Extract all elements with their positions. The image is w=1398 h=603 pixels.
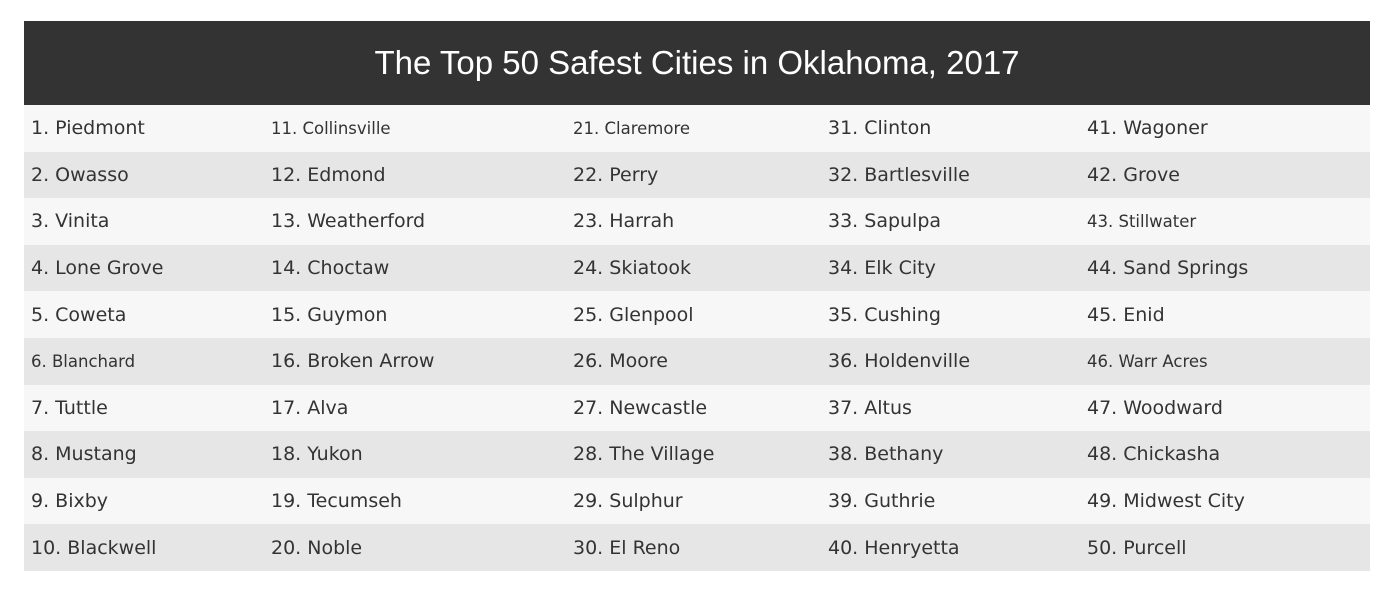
- city-cell: 19. Tecumseh: [271, 490, 402, 513]
- city-cell: 43. Stillwater: [1087, 211, 1197, 231]
- city-cell: 23. Harrah: [573, 210, 675, 233]
- city-cell: 9. Bixby: [31, 490, 109, 513]
- city-cell: 12. Edmond: [271, 163, 386, 186]
- table-card: The Top 50 Safest Cities in Oklahoma, 20…: [24, 21, 1370, 571]
- city-cell: 32. Bartlesville: [828, 163, 970, 186]
- cities-table: 1. Piedmont 11. Collinsville 21. Claremore…: [24, 105, 1370, 571]
- city-cell: 41. Wagoner: [1087, 117, 1208, 140]
- city-cell: 34. Elk City: [828, 257, 936, 280]
- table-row: 8. Mustang 18. Yukon 28. The Village 38. Be…: [24, 431, 1370, 478]
- table-row: 6. Blanchard 16. Broken Arrow 26. Moore 36.…: [24, 337, 1370, 385]
- city-cell: 8. Mustang: [31, 443, 137, 466]
- city-cell: 28. The Village: [573, 443, 715, 466]
- table-row: 7. Tuttle 17. Alva 27. Newcastle 37. Altus 4…: [24, 384, 1370, 432]
- city-cell: 13. Weatherford: [271, 210, 426, 233]
- city-cell: 3. Vinita: [31, 210, 110, 233]
- city-cell: 37. Altus: [828, 396, 912, 419]
- table-body: 1. Piedmont 11. Collinsville 21. Claremore…: [24, 105, 1370, 571]
- city-cell: 45. Enid: [1087, 303, 1165, 326]
- city-cell: 2. Owasso: [31, 163, 129, 186]
- table-title: The Top 50 Safest Cities in Oklahoma, 20…: [24, 21, 1370, 105]
- city-cell: 33. Sapulpa: [828, 210, 942, 233]
- city-cell: 50. Purcell: [1087, 536, 1187, 559]
- city-cell: 36. Holdenville: [828, 350, 971, 373]
- city-cell: 44. Sand Springs: [1087, 257, 1249, 280]
- city-cell: 27. Newcastle: [573, 396, 708, 419]
- table-row: 3. Vinita 13. Weatherford 23. Harrah 33. Sa…: [24, 198, 1370, 245]
- city-cell: 38. Bethany: [828, 443, 944, 466]
- city-cell: 10. Blackwell: [31, 536, 157, 559]
- city-cell: 39. Guthrie: [828, 490, 936, 513]
- city-cell: 40. Henryetta: [828, 536, 960, 559]
- city-cell: 48. Chickasha: [1087, 443, 1221, 466]
- city-cell: 26. Moore: [573, 350, 668, 373]
- city-cell: 4. Lone Grove: [31, 257, 164, 280]
- table-row: 2. Owasso 12. Edmond 22. Perry 32. Bartlesv…: [24, 151, 1370, 199]
- city-cell: 49. Midwest City: [1087, 490, 1245, 513]
- city-cell: 29. Sulphur: [573, 490, 683, 513]
- table-row: 9. Bixby 19. Tecumseh 29. Sulphur 39. Guthr…: [24, 477, 1370, 525]
- city-cell: 14. Choctaw: [271, 257, 390, 280]
- city-cell: 21. Claremore: [573, 118, 691, 138]
- city-cell: 20. Noble: [271, 536, 363, 559]
- city-cell: 5. Coweta: [31, 303, 127, 326]
- city-cell: 15. Guymon: [271, 303, 388, 326]
- city-cell: 47. Woodward: [1087, 396, 1223, 419]
- city-cell: 25. Glenpool: [573, 303, 694, 326]
- city-cell: 35. Cushing: [828, 303, 941, 326]
- city-cell: 30. El Reno: [573, 536, 681, 559]
- city-cell: 22. Perry: [573, 163, 659, 186]
- table-row: 5. Coweta 15. Guymon 25. Glenpool 35. Cushi…: [24, 291, 1370, 338]
- city-cell: 16. Broken Arrow: [271, 350, 435, 373]
- city-cell: 17. Alva: [271, 396, 349, 419]
- city-cell: 24. Skiatook: [573, 257, 691, 280]
- table-row: 4. Lone Grove 14. Choctaw 24. Skiatook 34. …: [24, 244, 1370, 292]
- city-cell: 18. Yukon: [271, 443, 363, 466]
- city-cell: 46. Warr Acres: [1087, 351, 1208, 371]
- city-cell: 42. Grove: [1087, 163, 1180, 186]
- table-row: 10. Blackwell 20. Noble 30. El Reno 40. Hen…: [24, 524, 1370, 571]
- city-cell: 6. Blanchard: [31, 351, 136, 371]
- city-cell: 31. Clinton: [828, 117, 932, 140]
- table-row: 1. Piedmont 11. Collinsville 21. Claremore…: [24, 105, 1370, 152]
- city-cell: 7. Tuttle: [31, 396, 108, 419]
- city-cell: 1. Piedmont: [31, 117, 145, 140]
- city-cell: 11. Collinsville: [271, 118, 391, 138]
